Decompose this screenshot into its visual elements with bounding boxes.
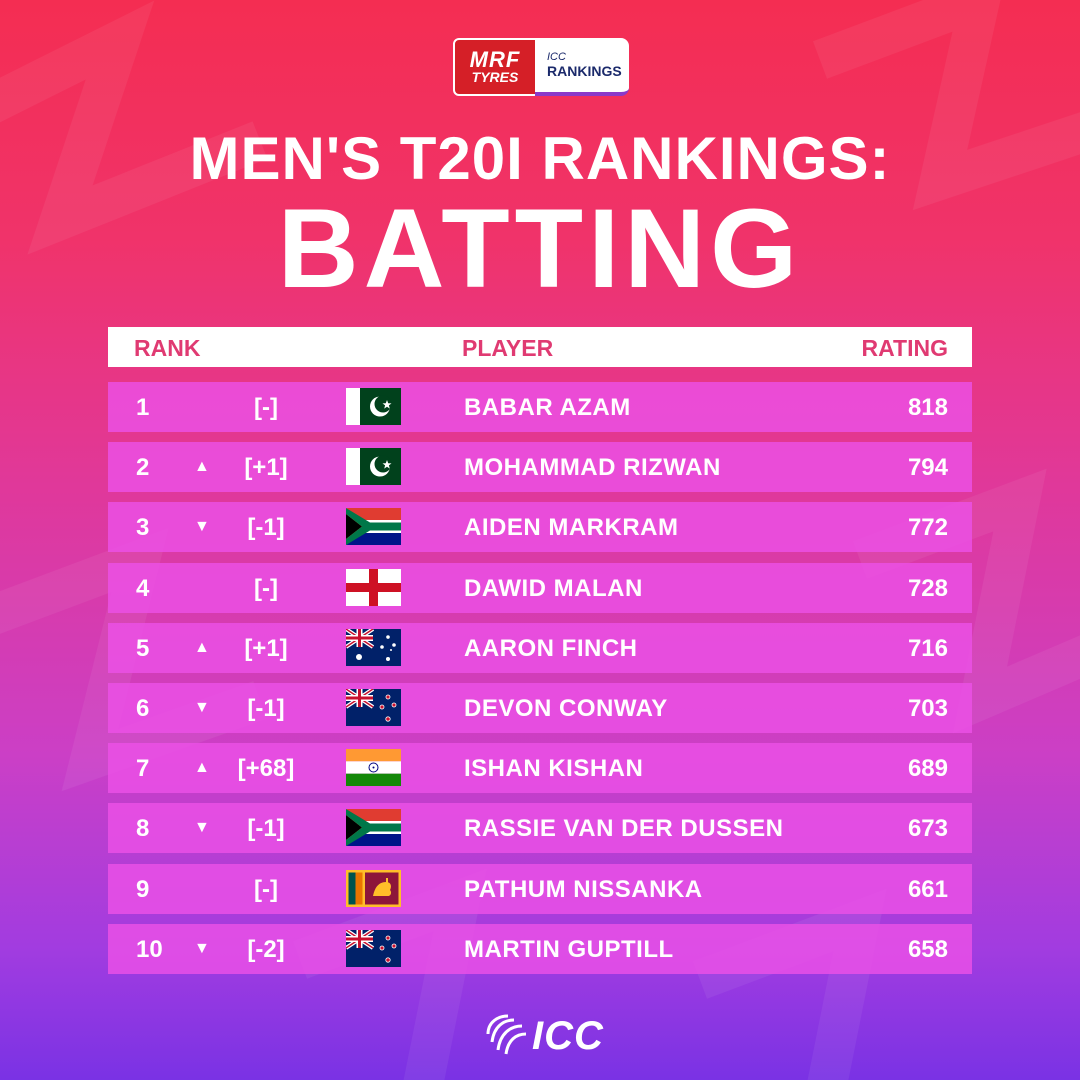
rank-value: 10 [136, 935, 163, 963]
australia-flag-icon [344, 627, 401, 666]
england-flag-icon [346, 568, 401, 606]
rank-value: 9 [136, 875, 150, 903]
rank-value: 1 [136, 394, 150, 421]
table-row: 8 ▼ [-1] RASSIE VAN DER DUSSEN 673 [108, 803, 972, 854]
player-name: AIDEN MARKRAM [464, 514, 679, 542]
rank-value: 8 [136, 815, 150, 843]
rating-value: 658 [907, 935, 948, 963]
cricket-ball-icon [486, 1014, 527, 1055]
player-name: ISHAN KISHAN [464, 755, 644, 783]
icc-logo: ICC [480, 1012, 610, 1058]
rank-change: [+68] [237, 755, 295, 783]
south-africa-flag-icon [346, 809, 401, 847]
player-name: DEVON CONWAY [464, 695, 668, 722]
header-rating: RATING [861, 335, 948, 361]
rank-down-icon: ▼ [194, 699, 210, 716]
rank-value: 4 [136, 574, 150, 602]
table-row: 2 ▲ [+1] MOHAMMAD RIZWAN 794 [108, 442, 972, 493]
icc-small-text: ICC [547, 51, 566, 63]
player-name: PATHUM NISSANKA [464, 875, 703, 903]
table-row: 5 ▲ [+1] AARON FINCH 716 [108, 622, 972, 673]
rank-change: [-] [254, 875, 278, 903]
player-name: MARTIN GUPTILL [464, 935, 674, 963]
rating-value: 794 [907, 454, 948, 482]
rank-value: 6 [136, 695, 150, 722]
table-row: 7 ▲ [+68] ISHAN KISHAN 689 [108, 743, 972, 794]
player-name: BABAR AZAM [464, 394, 631, 421]
player-name: AARON FINCH [464, 634, 638, 662]
mrf-icc-rankings-logo: MRF TYRES ICC RANKINGS [453, 38, 629, 96]
icc-text: ICC [532, 1014, 604, 1058]
rank-down-icon: ▼ [194, 518, 210, 536]
rank-down-icon: ▼ [194, 939, 210, 957]
rank-up-icon: ▲ [194, 638, 210, 656]
rating-value: 689 [907, 755, 948, 783]
sri-lanka-flag-icon [346, 869, 401, 907]
mrf-text: MRF [469, 47, 521, 72]
rankings-text: RANKINGS [547, 63, 622, 79]
rating-value: 661 [907, 875, 948, 903]
header-rank: RANK [134, 335, 201, 361]
icc-rankings-badge: ICC RANKINGS [535, 38, 629, 96]
rank-change: [-1] [247, 815, 285, 843]
rank-value: 7 [136, 755, 150, 783]
rank-change: [-] [254, 574, 278, 602]
player-name: MOHAMMAD RIZWAN [464, 454, 721, 482]
rating-value: 818 [907, 394, 948, 421]
tyres-text: TYRES [471, 69, 519, 85]
rank-change: [-] [254, 394, 278, 421]
player-name: DAWID MALAN [464, 574, 643, 602]
rating-value: 772 [907, 514, 948, 542]
title-line-1: MEN'S T20I RANKINGS: [189, 125, 891, 192]
rating-value: 673 [907, 815, 948, 843]
table-row: 6 ▼ [-1] DEVON CONWAY 703 [108, 683, 972, 733]
rank-change: [+1] [244, 634, 288, 662]
table-header: RANK PLAYER RATING [108, 327, 972, 367]
rank-value: 5 [136, 634, 150, 662]
new-zealand-flag-icon [344, 928, 401, 967]
pakistan-flag-icon [346, 448, 401, 486]
new-zealand-flag-icon [344, 687, 401, 726]
rank-up-icon: ▲ [194, 458, 210, 476]
rank-change: [-1] [247, 695, 285, 722]
title-line-2: BATTING [277, 186, 803, 311]
table-row: 10 ▼ [-2] MARTIN GUPTILL 658 [108, 923, 972, 974]
header-player: PLAYER [462, 335, 554, 361]
rating-value: 703 [907, 695, 948, 722]
rating-value: 728 [907, 574, 948, 602]
rank-change: [-2] [247, 935, 285, 963]
table-row: 9 [-] PATHUM NISSANKA 661 [108, 863, 972, 914]
table-row: 1 [-] BABAR AZAM 818 [108, 382, 972, 432]
table-row: 4 [-] DAWID MALAN 728 [108, 562, 972, 613]
rank-value: 2 [136, 454, 150, 482]
rank-up-icon: ▲ [194, 759, 210, 777]
mrf-tyres-logo: MRF TYRES [453, 38, 537, 96]
india-flag-icon [346, 749, 401, 787]
table-row: 3 ▼ [-1] AIDEN MARKRAM 772 [108, 502, 972, 553]
player-name: RASSIE VAN DER DUSSEN [464, 815, 784, 843]
south-africa-flag-icon [346, 508, 401, 546]
rank-change: [-1] [247, 514, 285, 542]
rating-value: 716 [907, 634, 948, 662]
pakistan-flag-icon [346, 388, 401, 425]
rank-change: [+1] [244, 454, 288, 482]
rank-down-icon: ▼ [194, 819, 210, 837]
rank-value: 3 [136, 514, 150, 542]
